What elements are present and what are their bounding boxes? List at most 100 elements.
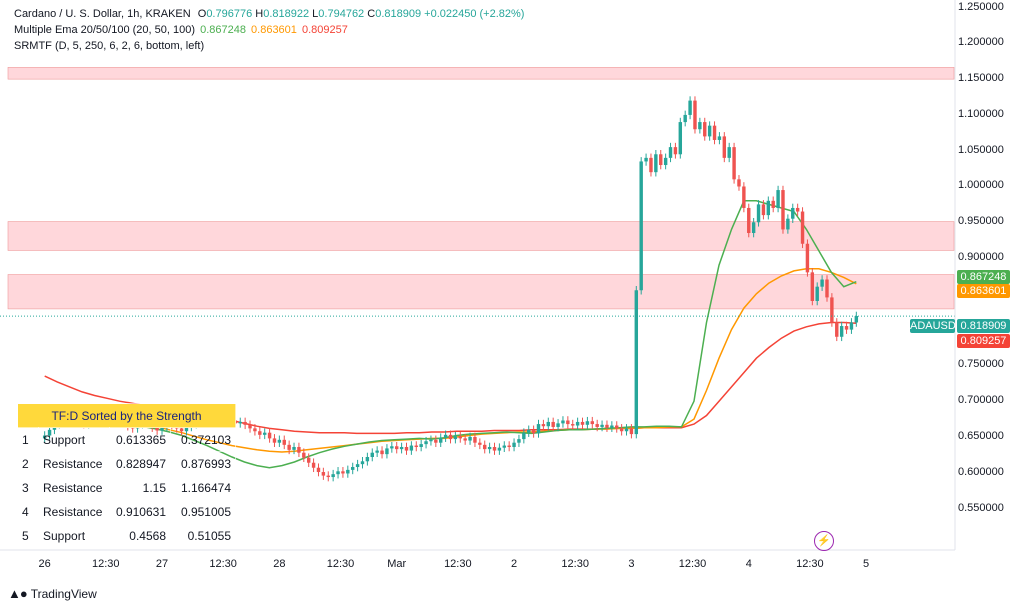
candle-body <box>341 471 345 474</box>
price-tick-label: 1.150000 <box>958 72 1004 85</box>
price-tick-label: 0.700000 <box>958 394 1004 407</box>
candle-body <box>766 200 771 216</box>
current-price-tag: 0.818909 <box>957 319 1010 333</box>
candle-body <box>527 429 531 433</box>
candle-body <box>820 279 824 287</box>
lightning-icon[interactable]: ⚡ <box>814 531 834 551</box>
candle-body <box>409 445 414 451</box>
time-tick-label: 12:30 <box>678 558 707 570</box>
candle-body <box>238 421 242 424</box>
candle-body <box>541 424 546 427</box>
candle-body <box>634 290 639 435</box>
candle-body <box>487 446 492 450</box>
row-type: Resistance <box>38 451 110 476</box>
candle-body <box>380 450 384 455</box>
candle-body <box>844 326 849 330</box>
candle-body <box>556 423 560 427</box>
row-level-b: 0.51055 <box>170 523 236 548</box>
candle-body <box>536 424 541 434</box>
candle-body <box>365 457 370 462</box>
candle-body <box>742 186 746 208</box>
candle-body <box>668 147 673 158</box>
resistance-zone[interactable] <box>7 274 955 310</box>
price-tick-label: 1.200000 <box>958 36 1004 49</box>
row-level-b: 0.951005 <box>170 499 236 524</box>
table-row: 2 Resistance 0.828947 0.876993 <box>17 451 236 476</box>
tradingview-logo-icon: ▲● <box>8 586 28 601</box>
candle-body <box>370 452 374 458</box>
candle-body <box>683 114 687 123</box>
candle-body <box>360 461 365 465</box>
candle-body <box>439 437 443 443</box>
ema-legend-row[interactable]: Multiple Ema 20/50/100 (20, 50, 100) 0.8… <box>14 22 524 38</box>
row-level-b: 0.372103 <box>170 427 236 452</box>
candle-body <box>600 424 604 427</box>
time-tick-label: 12:30 <box>326 558 355 570</box>
candle-body <box>429 439 433 442</box>
candle-body <box>502 445 506 448</box>
candle-body <box>707 125 712 137</box>
candle-body <box>776 190 780 208</box>
row-level-a: 0.910631 <box>109 499 171 524</box>
candle-body <box>615 425 619 429</box>
row-number: 4 <box>17 499 39 524</box>
candle-body <box>248 424 252 429</box>
candle-body <box>497 447 502 451</box>
table-row: 1 Support 0.613365 0.372103 <box>17 427 236 452</box>
time-tick-label: 12:30 <box>209 558 237 570</box>
resistance-zone[interactable] <box>7 221 955 251</box>
price-tick-label: 1.000000 <box>958 179 1004 192</box>
candle-body <box>678 122 683 155</box>
candle-body <box>468 436 472 441</box>
candle-body <box>463 438 467 441</box>
candle-body <box>649 157 653 173</box>
row-number: 2 <box>17 451 39 476</box>
candle-body <box>346 469 350 474</box>
high-label: H <box>255 8 264 20</box>
time-tick-label: 27 <box>155 558 169 570</box>
candle-body <box>849 322 854 330</box>
candle-body <box>624 428 629 432</box>
watermark-text: TradingView <box>30 586 97 601</box>
candle-body <box>722 136 727 158</box>
resistance-zone[interactable] <box>7 67 955 80</box>
candle-body <box>262 432 267 435</box>
candle-body <box>424 441 428 445</box>
candle-body <box>473 436 477 443</box>
candle-body <box>350 467 355 470</box>
row-number: 5 <box>17 523 39 548</box>
symbol-tag: ADAUSD <box>910 319 956 333</box>
candle-body <box>795 207 800 212</box>
time-tick-label: 3 <box>628 558 635 570</box>
candle-body <box>336 471 340 475</box>
candle-body <box>287 444 291 450</box>
candle-body <box>375 450 379 453</box>
candle-body <box>693 100 697 130</box>
price-tick-label: 1.050000 <box>958 143 1004 156</box>
table-header: TF:D Sorted by the Strength <box>17 403 236 428</box>
time-tick-label: 12:30 <box>796 558 824 570</box>
candle-body <box>663 157 668 166</box>
candle-body <box>791 207 795 219</box>
candle-body <box>297 446 301 453</box>
candle-body <box>483 444 487 450</box>
candle-body <box>306 457 311 463</box>
candle-body <box>629 428 634 435</box>
srmtf-legend-row[interactable]: SRMTF (D, 5, 250, 6, 2, 6, bottom, left) <box>14 38 524 54</box>
price-tick-label: 0.950000 <box>958 215 1004 228</box>
candle-body <box>830 297 834 323</box>
close-value: 0.818909 <box>375 8 422 20</box>
candle-body <box>316 467 321 473</box>
candle-body <box>355 464 360 468</box>
row-level-a: 0.613365 <box>109 427 171 452</box>
candle-body <box>810 272 815 301</box>
candle-body <box>854 316 859 323</box>
candle-body <box>277 439 282 443</box>
tradingview-watermark[interactable]: ▲● TradingView <box>8 586 97 601</box>
candle-body <box>566 420 570 425</box>
symbol-ohlc-row: Cardano / U. S. Dollar, 1h, KRAKEN O0.79… <box>14 6 524 22</box>
price-tick-label: 0.750000 <box>958 358 1004 371</box>
candle-body <box>404 446 409 451</box>
candle-body <box>639 161 643 291</box>
candle-body <box>571 424 575 426</box>
